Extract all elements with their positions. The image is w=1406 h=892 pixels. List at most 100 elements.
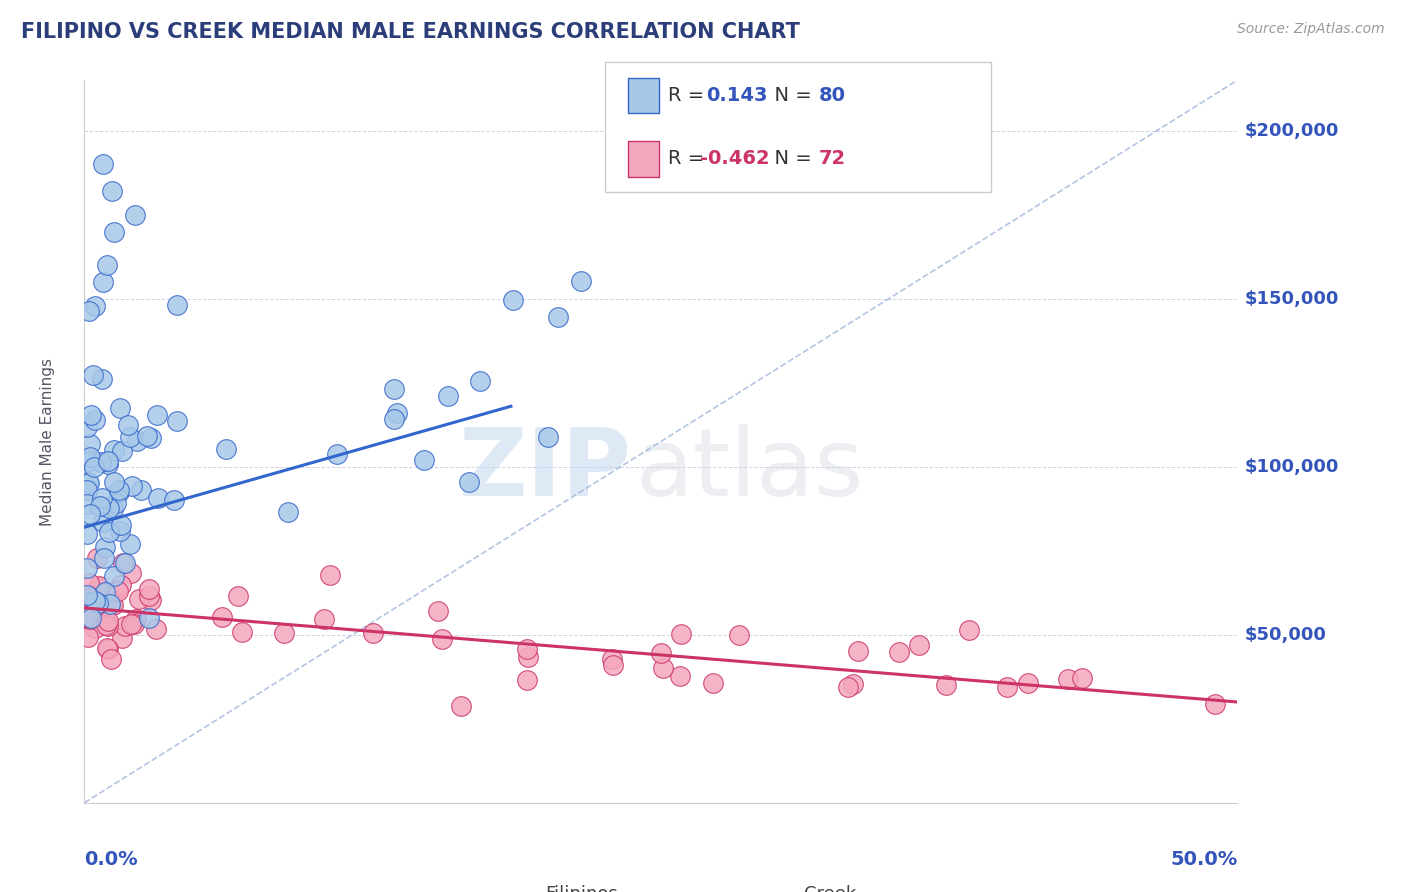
Point [110, 578, 132, 592]
Point [104, 582, 127, 597]
Point [84, 609, 107, 624]
Point [79, 437, 101, 451]
Point [98, 525, 121, 540]
Point [83, 299, 105, 313]
Text: Median Male Earnings: Median Male Earnings [39, 358, 55, 525]
Point [97, 457, 120, 471]
Point [90, 491, 112, 506]
Text: -0.462: -0.462 [700, 149, 770, 169]
Text: Source: ZipAtlas.com: Source: ZipAtlas.com [1237, 22, 1385, 37]
Point [76, 526, 98, 541]
Point [382, 412, 405, 426]
Point [94, 616, 117, 631]
Point [79, 454, 101, 468]
Point [547, 310, 569, 325]
Point [121, 617, 143, 632]
Point [97, 454, 120, 468]
Point [600, 652, 623, 666]
Point [91, 515, 114, 529]
Point [76, 561, 98, 575]
Point [215, 442, 238, 457]
Point [138, 582, 160, 597]
Point [129, 483, 152, 497]
Point [76, 483, 98, 498]
Point [669, 669, 692, 683]
Point [432, 632, 454, 646]
Point [139, 592, 162, 607]
Point [128, 591, 150, 606]
Point [111, 632, 134, 646]
Text: 80: 80 [818, 86, 845, 105]
Point [1056, 672, 1078, 686]
Point [76, 588, 98, 602]
Text: N =: N = [762, 149, 818, 169]
Point [91, 157, 114, 171]
Point [111, 444, 134, 458]
Point [537, 430, 560, 444]
Point [312, 612, 335, 626]
Point [82, 591, 104, 605]
Point [77, 630, 100, 644]
Point [94, 618, 117, 632]
Point [413, 453, 436, 467]
Point [111, 556, 134, 570]
Point [93, 551, 115, 566]
Text: $200,000: $200,000 [1244, 121, 1339, 140]
Point [96, 641, 118, 656]
Text: atlas: atlas [636, 425, 863, 516]
Text: 0.0%: 0.0% [84, 850, 138, 869]
Point [141, 431, 163, 445]
Point [671, 626, 693, 640]
Point [114, 619, 136, 633]
Point [86, 551, 108, 566]
Point [1071, 672, 1094, 686]
Text: $150,000: $150,000 [1244, 290, 1339, 308]
Point [80, 408, 103, 422]
Point [1204, 697, 1226, 711]
Point [103, 475, 125, 490]
Point [103, 442, 125, 457]
Point [93, 608, 115, 623]
Text: $100,000: $100,000 [1244, 458, 1339, 475]
Point [125, 612, 148, 626]
Point [101, 501, 124, 516]
Point [846, 644, 869, 658]
Point [502, 293, 524, 308]
Point [100, 597, 122, 611]
Point [120, 566, 142, 580]
Point [135, 429, 157, 443]
Bar [506, 870, 534, 892]
Point [602, 657, 624, 672]
Point [146, 491, 169, 505]
Point [79, 507, 101, 521]
Point [166, 414, 188, 428]
Point [108, 524, 131, 538]
Point [516, 649, 538, 664]
Point [94, 541, 117, 555]
Point [650, 646, 672, 660]
Point [211, 610, 233, 624]
Point [97, 614, 120, 628]
Point [887, 645, 910, 659]
Point [76, 610, 98, 624]
Point [97, 619, 120, 633]
Point [120, 430, 142, 444]
Bar [765, 870, 792, 892]
Point [110, 518, 132, 533]
Point [103, 225, 125, 239]
Point [94, 585, 117, 599]
Point [145, 622, 167, 636]
Point [114, 556, 136, 570]
Point [163, 492, 186, 507]
Point [97, 642, 120, 657]
Point [82, 605, 104, 619]
Point [83, 460, 105, 475]
Point [80, 611, 103, 625]
Point [77, 476, 100, 491]
Point [273, 626, 295, 640]
Point [96, 258, 118, 272]
Point [146, 409, 169, 423]
Point [569, 274, 592, 288]
Point [87, 596, 110, 610]
Point [837, 680, 859, 694]
